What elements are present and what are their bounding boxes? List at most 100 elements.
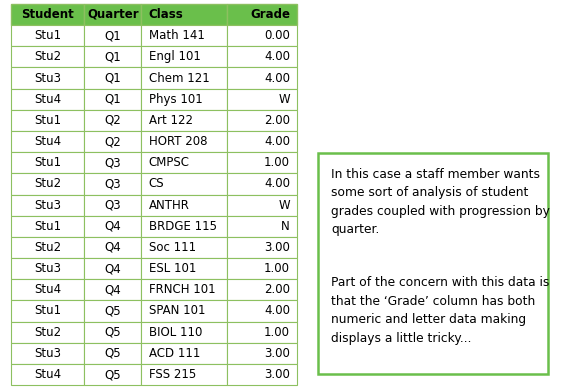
Bar: [84, 25, 142, 46]
Text: Q4: Q4: [104, 220, 121, 233]
Bar: [142, 343, 227, 364]
Text: Phys 101: Phys 101: [148, 93, 202, 106]
Bar: [142, 173, 227, 194]
Bar: [11, 343, 84, 364]
Bar: [227, 216, 297, 237]
Bar: [227, 194, 297, 216]
Text: ACD 111: ACD 111: [148, 347, 200, 360]
Text: Q1: Q1: [104, 50, 121, 63]
Text: Q2: Q2: [104, 114, 121, 127]
Bar: [227, 322, 297, 343]
Text: Art 122: Art 122: [148, 114, 192, 127]
Bar: [227, 173, 297, 194]
Bar: [142, 300, 227, 322]
Bar: [227, 237, 297, 258]
Bar: [142, 46, 227, 67]
Bar: [142, 110, 227, 131]
Bar: [142, 279, 227, 300]
Text: Stu1: Stu1: [34, 114, 61, 127]
Text: W: W: [278, 199, 290, 212]
Bar: [142, 131, 227, 152]
Text: Stu1: Stu1: [34, 305, 61, 317]
Bar: [84, 46, 142, 67]
Text: Q2: Q2: [104, 135, 121, 148]
Bar: [11, 152, 84, 173]
Bar: [11, 279, 84, 300]
Text: CS: CS: [148, 177, 164, 190]
Text: Class: Class: [148, 8, 183, 21]
Bar: [142, 216, 227, 237]
Text: CMPSC: CMPSC: [148, 156, 190, 169]
Text: 4.00: 4.00: [264, 135, 290, 148]
Text: 3.00: 3.00: [264, 241, 290, 254]
Text: Stu4: Stu4: [34, 135, 61, 148]
Text: Stu2: Stu2: [34, 241, 61, 254]
Text: Engl 101: Engl 101: [148, 50, 200, 63]
Bar: [84, 216, 142, 237]
Bar: [11, 173, 84, 194]
Bar: [11, 25, 84, 46]
Bar: [11, 300, 84, 322]
Text: 0.00: 0.00: [264, 29, 290, 42]
Text: Q3: Q3: [105, 156, 121, 169]
Text: HORT 208: HORT 208: [148, 135, 207, 148]
Bar: [11, 258, 84, 279]
Text: Stu1: Stu1: [34, 29, 61, 42]
Text: Student: Student: [22, 8, 74, 21]
Text: Quarter: Quarter: [87, 8, 139, 21]
Text: Q1: Q1: [104, 29, 121, 42]
Text: N: N: [281, 220, 290, 233]
Bar: [84, 110, 142, 131]
Bar: [84, 343, 142, 364]
Bar: [227, 258, 297, 279]
Bar: [142, 152, 227, 173]
Text: BRDGE 115: BRDGE 115: [148, 220, 217, 233]
Bar: [11, 237, 84, 258]
Text: Q3: Q3: [105, 177, 121, 190]
Text: FSS 215: FSS 215: [148, 368, 196, 381]
Bar: [11, 46, 84, 67]
Bar: [11, 194, 84, 216]
Bar: [84, 258, 142, 279]
Bar: [142, 89, 227, 110]
Bar: [84, 152, 142, 173]
Bar: [142, 322, 227, 343]
Bar: [11, 67, 84, 89]
Text: Grade: Grade: [250, 8, 290, 21]
Text: Stu2: Stu2: [34, 177, 61, 190]
Bar: [142, 364, 227, 385]
Text: W: W: [278, 93, 290, 106]
Bar: [11, 110, 84, 131]
Text: 3.00: 3.00: [264, 368, 290, 381]
Bar: [84, 4, 142, 25]
Bar: [84, 279, 142, 300]
Bar: [227, 300, 297, 322]
Text: SPAN 101: SPAN 101: [148, 305, 205, 317]
Text: Q1: Q1: [104, 93, 121, 106]
Bar: [227, 131, 297, 152]
Bar: [84, 67, 142, 89]
Text: In this case a staff member wants
some sort of analysis of student
grades couple: In this case a staff member wants some s…: [331, 168, 550, 236]
Bar: [142, 25, 227, 46]
Text: 3.00: 3.00: [264, 347, 290, 360]
Bar: [142, 67, 227, 89]
Bar: [142, 258, 227, 279]
Bar: [227, 343, 297, 364]
Text: Stu1: Stu1: [34, 156, 61, 169]
Text: Stu2: Stu2: [34, 50, 61, 63]
Text: Q5: Q5: [105, 305, 121, 317]
Text: Stu3: Stu3: [35, 262, 61, 275]
Bar: [84, 364, 142, 385]
Text: Q5: Q5: [105, 347, 121, 360]
Text: 4.00: 4.00: [264, 177, 290, 190]
Text: 4.00: 4.00: [264, 72, 290, 84]
Text: ANTHR: ANTHR: [148, 199, 190, 212]
Text: Q5: Q5: [105, 326, 121, 339]
Text: 4.00: 4.00: [264, 305, 290, 317]
Bar: [227, 152, 297, 173]
Text: Stu2: Stu2: [34, 326, 61, 339]
Bar: [11, 4, 84, 25]
Bar: [227, 364, 297, 385]
Text: Stu4: Stu4: [34, 93, 61, 106]
Bar: [11, 131, 84, 152]
